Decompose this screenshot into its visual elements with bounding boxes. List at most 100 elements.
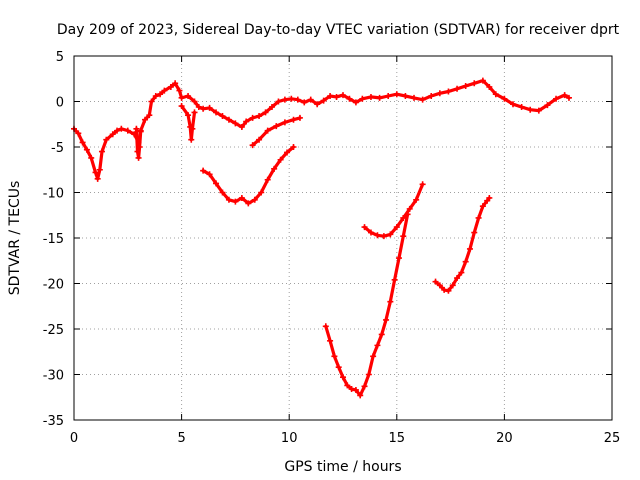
data-point-marker: [419, 181, 426, 188]
data-point-marker: [96, 166, 103, 173]
data-point-marker: [191, 98, 198, 105]
data-point-marker: [395, 255, 402, 262]
data-point-marker: [232, 198, 239, 205]
data-point-marker: [445, 88, 452, 95]
data-point-marker: [249, 142, 256, 149]
data-point-marker: [327, 93, 334, 100]
data-point-marker: [348, 386, 355, 393]
data-point-marker: [83, 146, 90, 153]
data-point-marker: [146, 112, 153, 119]
data-point-marker: [109, 131, 116, 138]
data-point-marker: [161, 87, 168, 94]
data-point-marker: [462, 83, 469, 90]
data-point-marker: [419, 96, 426, 103]
data-point-marker: [200, 167, 207, 174]
data-point-marker: [406, 205, 413, 212]
x-axis-label: GPS time / hours: [284, 459, 401, 475]
data-point-marker: [88, 154, 95, 161]
series-secondary-arc-9h: [249, 114, 303, 149]
data-point-marker: [219, 189, 226, 196]
data-point-marker: [134, 148, 141, 155]
data-point-marker: [124, 127, 131, 134]
data-point-marker: [142, 116, 149, 123]
data-point-marker: [167, 83, 174, 90]
data-point-marker: [307, 96, 314, 103]
data-point-marker: [245, 200, 252, 207]
data-point-marker: [314, 101, 321, 108]
data-point-marker: [133, 125, 140, 132]
data-point-marker: [213, 109, 220, 116]
data-point-marker: [367, 93, 374, 100]
x-axis-ticks: 0 5 10 15 20 25: [70, 56, 620, 446]
y-tick-label: -30: [43, 369, 64, 384]
series-trace: [433, 196, 491, 293]
data-point-marker: [333, 93, 340, 100]
y-tick-label: -25: [43, 323, 64, 338]
data-point-marker: [301, 99, 308, 106]
data-point-marker: [374, 232, 381, 239]
data-point-marker: [135, 154, 142, 161]
data-point-marker: [535, 107, 542, 114]
data-point-marker: [376, 94, 383, 101]
data-point-marker: [281, 119, 288, 126]
data-point-marker: [256, 136, 263, 143]
data-point-marker: [178, 94, 185, 101]
data-point-marker: [335, 364, 342, 371]
data-point-marker: [413, 196, 420, 203]
data-point-marker: [385, 93, 392, 100]
data-point-marker: [103, 136, 110, 143]
data-point-marker: [258, 189, 265, 196]
data-point-marker: [466, 245, 473, 252]
data-point-marker: [361, 383, 368, 390]
data-point-marker: [262, 109, 269, 116]
data-point-marker: [185, 93, 192, 100]
data-point-marker: [544, 102, 551, 109]
data-point-marker: [148, 98, 155, 105]
series-main-band: [71, 77, 572, 182]
data-point-marker: [79, 139, 86, 146]
data-point-marker: [486, 194, 493, 201]
data-point-marker: [565, 94, 572, 101]
data-point-marker: [98, 148, 105, 155]
data-point-marker: [94, 175, 101, 182]
data-point-marker: [275, 98, 282, 105]
series-trace: [201, 145, 296, 205]
series-trace: [180, 104, 197, 142]
data-point-marker: [346, 95, 353, 102]
data-point-marker: [75, 130, 82, 137]
data-point-marker: [225, 196, 232, 203]
data-point-marker: [320, 97, 327, 104]
data-point-marker: [471, 229, 478, 236]
data-point-marker: [152, 93, 159, 100]
series-arc-11.7-15.6h: [322, 211, 411, 399]
series-spike-dips: [133, 125, 144, 161]
data-point-marker: [380, 233, 387, 240]
data-point-marker: [243, 118, 250, 125]
x-tick-label: 15: [389, 431, 406, 446]
data-point-marker: [393, 224, 400, 231]
data-point-marker: [256, 113, 263, 120]
data-point-marker: [172, 80, 179, 87]
data-point-marker: [479, 203, 486, 210]
data-point-marker: [185, 112, 192, 119]
data-point-marker: [383, 316, 390, 323]
y-tick-label: 5: [56, 50, 64, 65]
data-point-marker: [365, 371, 372, 378]
data-point-marker: [462, 258, 469, 265]
data-point-marker: [370, 353, 377, 360]
series-arc-13.5-16.2h: [361, 181, 426, 240]
x-tick-label: 0: [70, 431, 78, 446]
data-point-marker: [281, 96, 288, 103]
data-point-marker: [411, 94, 418, 101]
data-point-marker: [249, 114, 256, 121]
data-point-marker: [288, 95, 295, 102]
data-point-marker: [374, 342, 381, 349]
data-point-marker: [441, 286, 448, 293]
data-point-marker: [191, 109, 198, 116]
data-point-marker: [352, 99, 359, 106]
data-point-marker: [322, 323, 329, 330]
data-point-marker: [206, 171, 213, 178]
x-tick-label: 5: [177, 431, 185, 446]
series-trace: [362, 182, 425, 238]
data-point-marker: [264, 176, 271, 183]
